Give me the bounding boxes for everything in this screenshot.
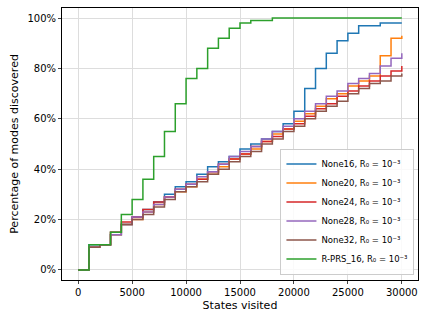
svg-text:40%: 40% [34,164,56,175]
svg-text:0%: 0% [40,264,56,275]
svg-text:None16, R₀ = 10⁻³: None16, R₀ = 10⁻³ [321,159,400,169]
svg-text:100%: 100% [27,13,56,24]
svg-text:10000: 10000 [170,287,202,298]
svg-text:None32, R₀ = 10⁻³: None32, R₀ = 10⁻³ [321,235,400,245]
svg-text:20%: 20% [34,214,56,225]
svg-text:25000: 25000 [332,287,364,298]
svg-text:None20, R₀ = 10⁻³: None20, R₀ = 10⁻³ [321,178,400,188]
svg-text:None24, R₀ = 10⁻³: None24, R₀ = 10⁻³ [321,197,400,207]
svg-text:Percentage of modes discovered: Percentage of modes discovered [8,54,21,234]
svg-text:None28, R₀ = 10⁻³: None28, R₀ = 10⁻³ [321,216,400,226]
svg-text:5000: 5000 [119,287,144,298]
svg-text:0: 0 [75,287,81,298]
svg-text:60%: 60% [34,113,56,124]
svg-text:80%: 80% [34,63,56,74]
svg-text:30000: 30000 [386,287,418,298]
svg-text:20000: 20000 [278,287,310,298]
svg-text:R-PRS_16, R₀ = 10⁻³: R-PRS_16, R₀ = 10⁻³ [321,254,407,264]
svg-text:States visited: States visited [203,299,278,312]
svg-text:15000: 15000 [224,287,256,298]
